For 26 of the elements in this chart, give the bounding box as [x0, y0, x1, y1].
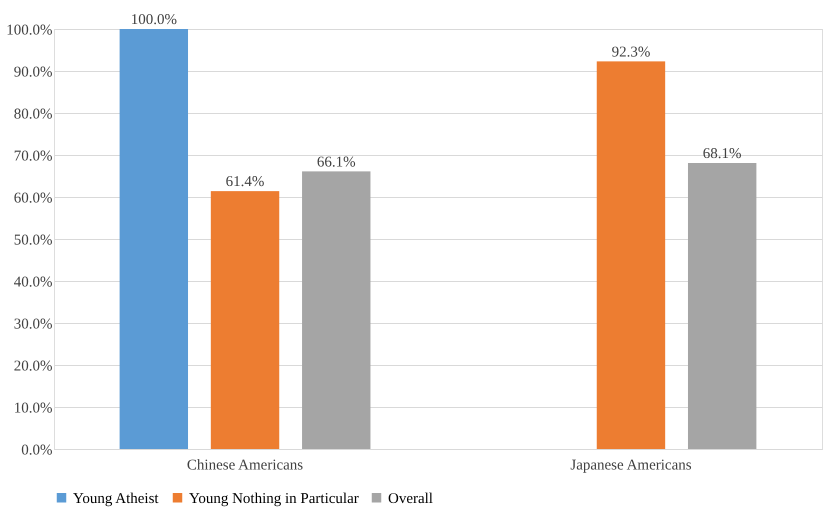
y-tick-label: 50.0% [14, 232, 52, 248]
bar [688, 162, 756, 449]
y-tick-label: 20.0% [14, 358, 52, 374]
data-label: 61.4% [226, 174, 264, 190]
y-tick-label: 70.0% [14, 148, 52, 164]
y-tick-label: 10.0% [14, 400, 52, 416]
legend-label: Overall [388, 490, 433, 507]
data-label: 66.1% [316, 154, 356, 170]
y-tick-label: 90.0% [14, 64, 52, 80]
bar [120, 29, 188, 449]
bar [302, 171, 370, 449]
bar [210, 191, 280, 449]
y-tick-label: 60.0% [14, 190, 52, 206]
x-tick-label: Chinese Americans [186, 458, 304, 474]
y-tick-label: 80.0% [14, 106, 52, 122]
x-tick-label: Japanese Americans [570, 458, 692, 474]
y-tick-label: 40.0% [14, 274, 52, 290]
y-tick-label: 100.0% [6, 22, 52, 38]
legend-label: Young Nothing in Particular [189, 490, 359, 507]
y-tick-label: 0.0% [21, 442, 52, 458]
data-label: 92.3% [612, 44, 650, 60]
bar [596, 61, 666, 449]
data-label: 100.0% [130, 12, 177, 28]
y-tick-label: 30.0% [14, 316, 52, 332]
data-label: 68.1% [702, 146, 742, 162]
legend-label: Young Atheist [73, 490, 160, 507]
